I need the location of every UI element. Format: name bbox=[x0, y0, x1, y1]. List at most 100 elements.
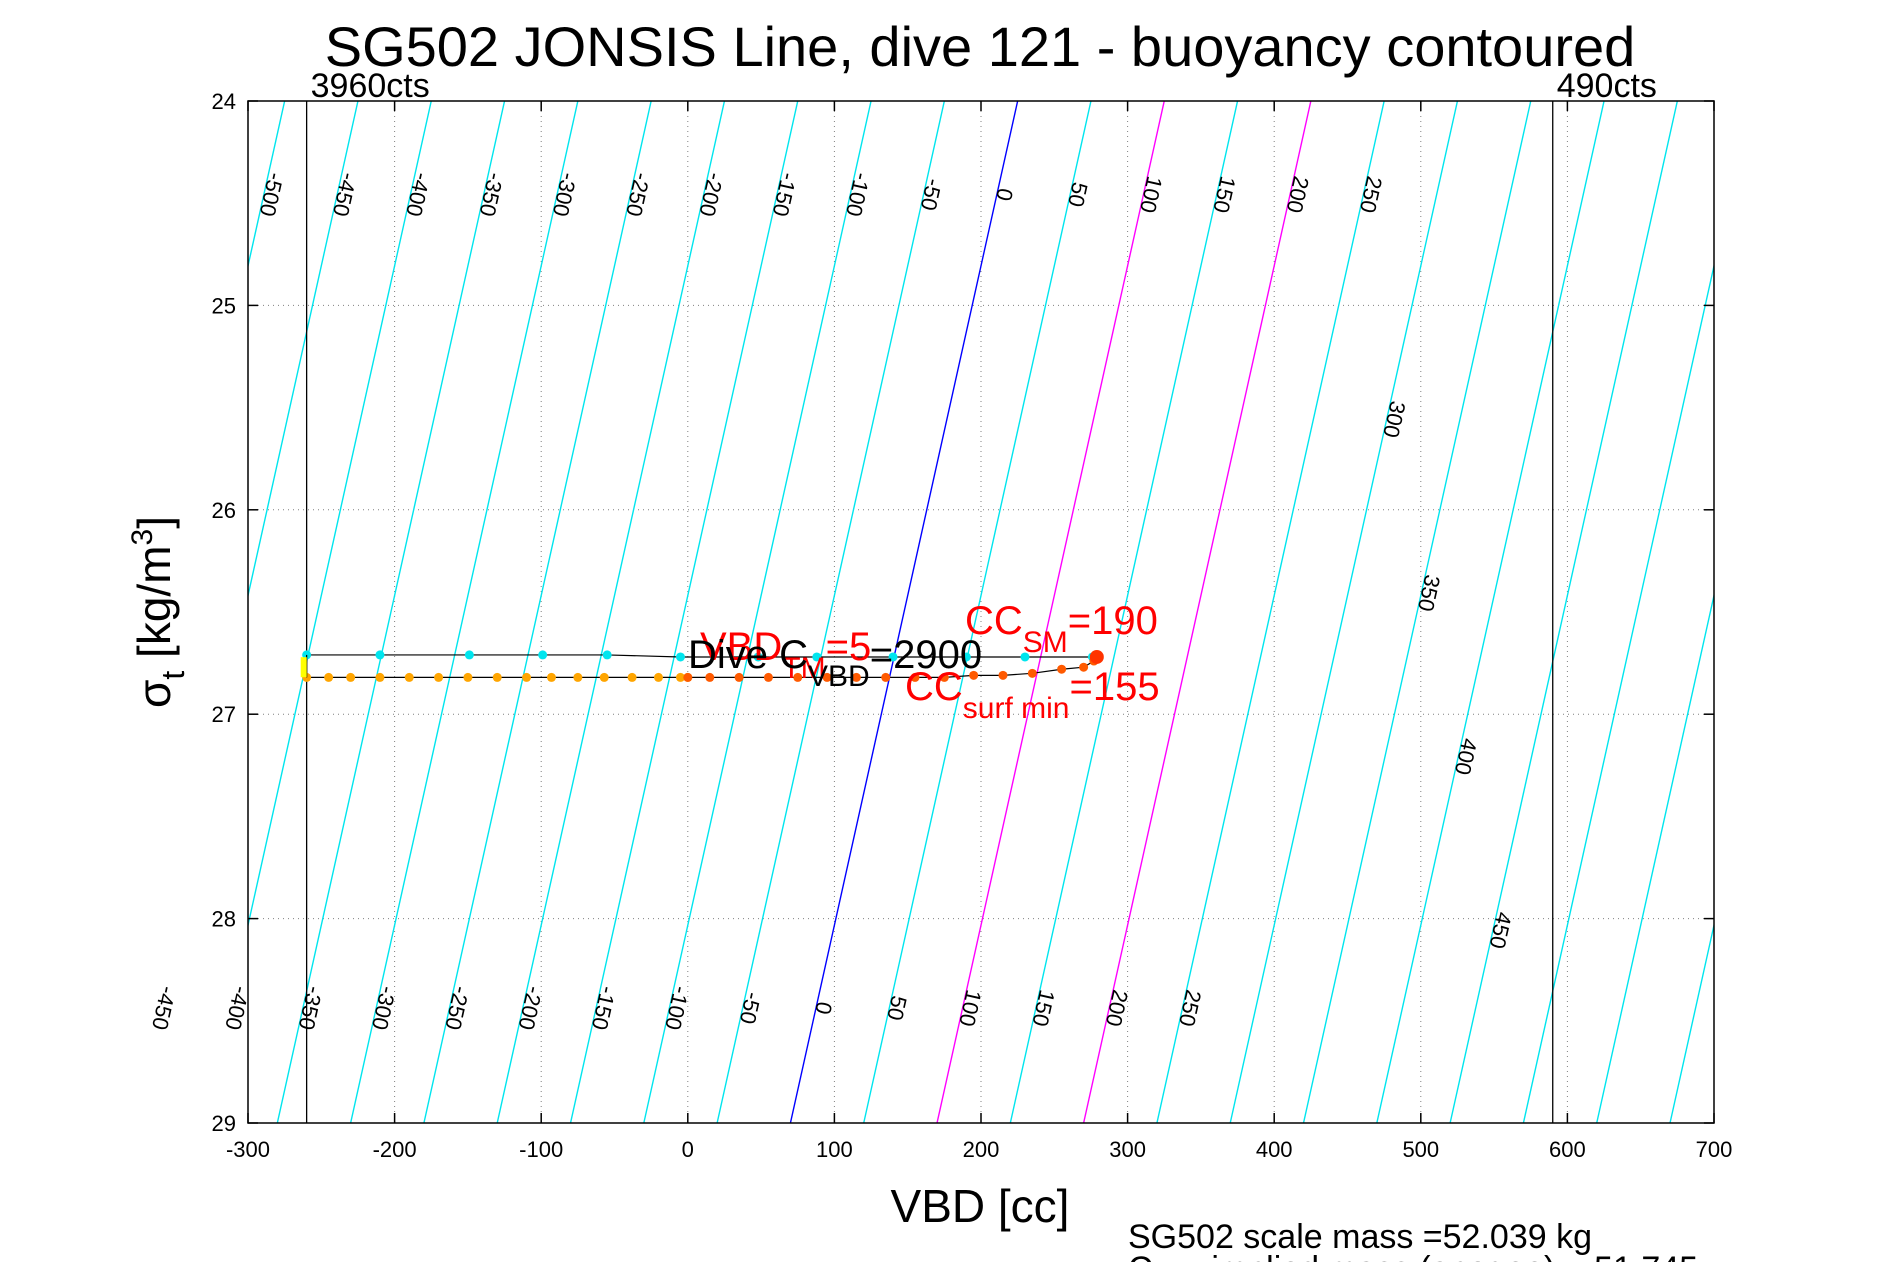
contour-label: -300 bbox=[548, 170, 582, 218]
y-axis-label: σt [kg/m3] bbox=[126, 516, 191, 708]
contour-label: 250 bbox=[1355, 174, 1387, 215]
contour-label: 100 bbox=[954, 987, 986, 1028]
buoyancy-contour-line bbox=[1082, 101, 1312, 1123]
x-tick-label: 0 bbox=[682, 1137, 694, 1162]
dive-sample-point bbox=[602, 650, 612, 660]
dive-sample-point bbox=[763, 672, 773, 682]
contour-label: 300 bbox=[1378, 399, 1410, 440]
chart-title: SG502 JONSIS Line, dive 121 - buoyancy c… bbox=[325, 15, 1636, 78]
x-tick-label: -100 bbox=[519, 1137, 563, 1162]
dive-sample-point bbox=[404, 672, 414, 682]
contour-label: 100 bbox=[1135, 174, 1167, 215]
buoyancy-contour-line bbox=[248, 101, 432, 929]
buoyancy-contour-line bbox=[1229, 101, 1459, 1123]
dive-sample-point bbox=[793, 672, 803, 682]
buoyancy-contour-line bbox=[1596, 592, 1714, 1123]
buoyancy-contour-line bbox=[1009, 101, 1239, 1123]
buoyancy-contour-line bbox=[789, 101, 1019, 1123]
buoyancy-contour-line bbox=[1376, 101, 1605, 1123]
dive-sample-point bbox=[599, 672, 609, 682]
dive-sample-point bbox=[324, 672, 334, 682]
x-tick-label: 700 bbox=[1696, 1137, 1733, 1162]
scale-mass-text: SG502 scale mass =52.039 kg bbox=[1128, 1218, 1592, 1256]
vbd-limit-lines: 3960cts 490cts bbox=[305, 67, 1657, 1123]
x-tick-label: -200 bbox=[373, 1137, 417, 1162]
y-tick-label: 27 bbox=[212, 702, 236, 727]
dive-sample-point bbox=[464, 650, 474, 660]
contour-label: -350 bbox=[474, 170, 508, 218]
dive-sample-point bbox=[812, 652, 822, 662]
x-tick-label: -300 bbox=[226, 1137, 270, 1162]
contour-label: -450 bbox=[328, 170, 362, 218]
dive-apogee-marker bbox=[1089, 649, 1104, 664]
buoyancy-contour-line bbox=[936, 101, 1165, 1123]
contour-label: -250 bbox=[440, 984, 474, 1032]
buoyancy-contour-line bbox=[1156, 101, 1385, 1123]
contour-label: -150 bbox=[587, 984, 621, 1032]
contour-label: 350 bbox=[1413, 573, 1445, 614]
dive-sample-point bbox=[463, 672, 473, 682]
implied-mass-text: CVBD implied mass (apogee) = 51.745 bbox=[1128, 1250, 1698, 1262]
contour-label: -250 bbox=[621, 170, 655, 218]
dive-sample-point bbox=[939, 672, 949, 682]
contour-label: -50 bbox=[735, 990, 766, 1026]
y-tick-label: 25 bbox=[212, 293, 236, 318]
contour-label: 150 bbox=[1027, 987, 1059, 1028]
contour-label: 50 bbox=[1063, 180, 1093, 209]
dive-sample-point bbox=[675, 672, 685, 682]
contour-label: -150 bbox=[768, 170, 802, 218]
buoyancy-contour-line bbox=[1302, 101, 1532, 1123]
buoyancy-contour-line bbox=[276, 101, 506, 1123]
buoyancy-contour-line bbox=[716, 101, 946, 1123]
x-tick-label: 300 bbox=[1109, 1137, 1146, 1162]
contour-label: 50 bbox=[882, 993, 912, 1022]
dive-sample-point bbox=[627, 672, 637, 682]
dive-sample-point bbox=[683, 672, 693, 682]
dive-sample-point bbox=[653, 672, 663, 682]
x-tick-label: 600 bbox=[1549, 1137, 1586, 1162]
dive-sample-point bbox=[881, 672, 891, 682]
buoyancy-contour-line bbox=[643, 101, 872, 1123]
buoyancy-contour-line bbox=[423, 101, 652, 1123]
y-tick-label: 29 bbox=[212, 1111, 236, 1136]
dive-sample-point bbox=[538, 650, 548, 660]
dive-sample-point bbox=[434, 672, 444, 682]
y-tick-label: 26 bbox=[212, 498, 236, 523]
vbd-limit-label: 490cts bbox=[1557, 67, 1657, 105]
x-tick-label: 400 bbox=[1256, 1137, 1293, 1162]
buoyancy-contour-line bbox=[1669, 921, 1714, 1123]
dive-sample-point bbox=[1020, 652, 1030, 662]
dive-trace-line bbox=[306, 654, 1093, 658]
contour-label: 200 bbox=[1282, 174, 1314, 215]
buoyancy-contour-line bbox=[569, 101, 799, 1123]
contour-label: -100 bbox=[841, 170, 875, 218]
dive-sample-point bbox=[705, 672, 715, 682]
buoyancy-contour-line bbox=[1743, 101, 1891, 1123]
contour-label: 400 bbox=[1450, 736, 1482, 777]
grid-layer bbox=[248, 101, 1714, 1123]
y-axis-label-text: σt [kg/m3] bbox=[126, 516, 191, 708]
contour-label: -300 bbox=[367, 984, 401, 1032]
contour-label: -450 bbox=[147, 984, 181, 1032]
dive-sample-point bbox=[1057, 664, 1067, 674]
dive-sample-point bbox=[375, 672, 385, 682]
buoyancy-contour-line bbox=[248, 101, 359, 599]
y-tick-label: 24 bbox=[212, 89, 236, 114]
dive-sample-point bbox=[675, 652, 685, 662]
x-tick-label: 100 bbox=[816, 1137, 853, 1162]
contour-label: -500 bbox=[255, 170, 289, 218]
dive-sample-point bbox=[1079, 662, 1089, 672]
dive-sample-point bbox=[998, 670, 1008, 680]
surface-marker bbox=[300, 657, 307, 678]
dive-sample-point bbox=[375, 650, 385, 660]
buoyancy-contour-line bbox=[349, 101, 579, 1123]
dive-sample-point bbox=[522, 672, 532, 682]
contour-label: -400 bbox=[220, 984, 254, 1032]
dive-series-layer bbox=[300, 649, 1104, 682]
axis-ticks: -300 -200 -100 0 100 200 300 400 500 600 700242526… bbox=[212, 89, 1733, 1162]
dive-sample-point bbox=[910, 672, 920, 682]
contour-label: 200 bbox=[1101, 987, 1133, 1028]
